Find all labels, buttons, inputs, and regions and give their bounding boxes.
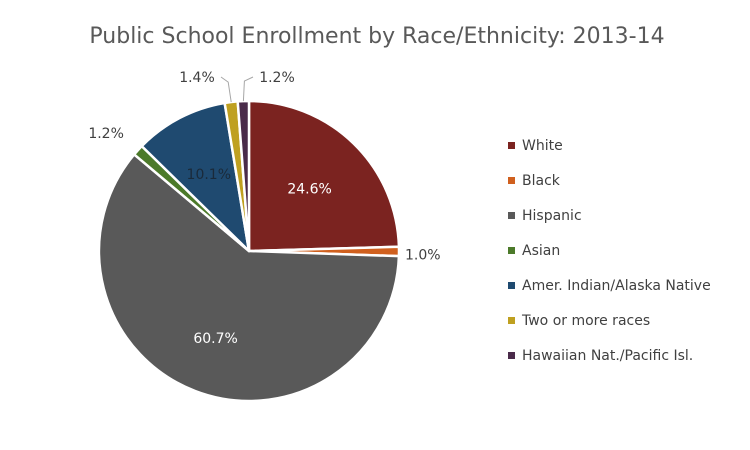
data-label-amer-indian-alaska-native: 10.1% bbox=[187, 167, 231, 183]
legend-swatch-white bbox=[508, 142, 515, 149]
legend-label-hispanic: Hispanic bbox=[522, 208, 582, 224]
legend-swatch-two-or-more-races bbox=[508, 317, 515, 324]
legend-swatch-asian bbox=[508, 247, 515, 254]
data-label-two-or-more-races: 1.4% bbox=[179, 70, 215, 86]
data-label-black: 1.0% bbox=[405, 248, 441, 264]
legend-swatch-hispanic bbox=[508, 212, 515, 219]
data-labels: 24.6% 1.0% 60.7% 1.2% 10.1% 1.4% 1.2% bbox=[88, 70, 440, 347]
legend: White Black Hispanic Asian Amer. Indian/Alas… bbox=[508, 138, 711, 364]
legend-label-two-or-more-races: Two or more races bbox=[521, 313, 650, 329]
legend-label-hawaiian-nat-pacific-isl: Hawaiian Nat./Pacific Isl. bbox=[522, 348, 693, 364]
legend-label-amer-indian-alaska-native: Amer. Indian/Alaska Native bbox=[522, 278, 711, 294]
leader-lines bbox=[220, 76, 254, 103]
chart-title: Public School Enrollment by Race/Ethnici… bbox=[89, 24, 664, 49]
data-label-white: 24.6% bbox=[287, 182, 331, 198]
legend-swatch-amer-indian-alaska-native bbox=[508, 282, 515, 289]
leader-line-hawaiian-nat-pacific-isl bbox=[242, 76, 254, 102]
pie-slice-amer-indian-alaska-native bbox=[140, 101, 251, 253]
data-label-asian: 1.2% bbox=[88, 126, 124, 142]
legend-label-black: Black bbox=[522, 173, 561, 189]
legend-swatch-hawaiian-nat-pacific-isl bbox=[508, 352, 515, 359]
pie-slice-hispanic bbox=[97, 153, 401, 403]
legend-swatch-black bbox=[508, 177, 515, 184]
data-label-hawaiian-nat-pacific-isl: 1.2% bbox=[259, 70, 295, 86]
pie-slice-white bbox=[247, 99, 401, 253]
leader-line-two-or-more-races bbox=[220, 76, 232, 103]
legend-label-asian: Asian bbox=[522, 243, 560, 259]
pie-slice-hawaiian-nat-pacific-isl bbox=[236, 99, 251, 253]
pie-slices bbox=[97, 99, 401, 403]
legend-label-white: White bbox=[522, 138, 563, 154]
data-label-hispanic: 60.7% bbox=[193, 331, 237, 347]
